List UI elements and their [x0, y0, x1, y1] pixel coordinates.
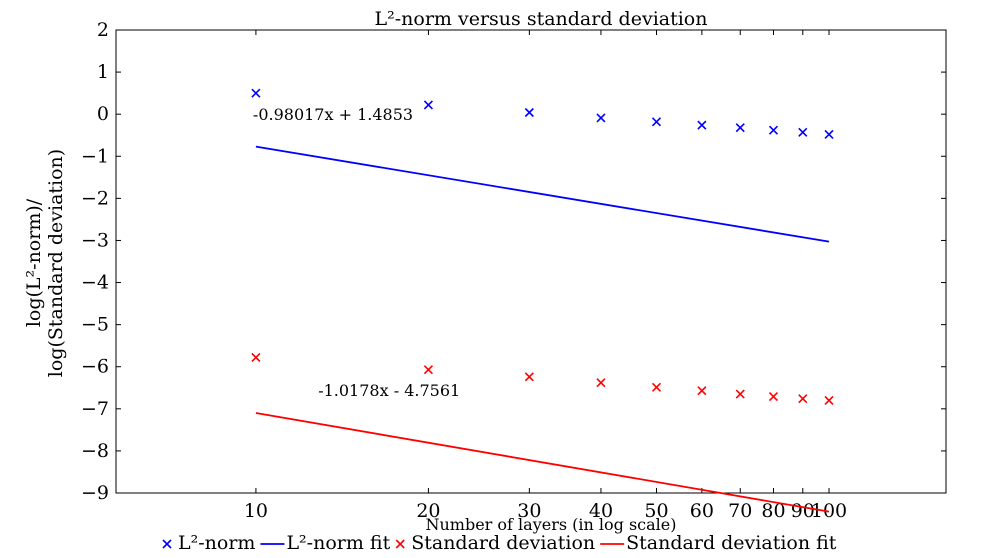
data-point: [798, 127, 808, 137]
data-point: [423, 100, 433, 110]
y-axis-label-line-2: log(Standard deviation): [45, 149, 67, 377]
data-point: [735, 389, 745, 399]
legend: L²-norm L²-norm fit Standard deviation Stan…: [162, 532, 837, 554]
data-point: [697, 386, 707, 396]
data-point: [651, 382, 662, 392]
x-tick-label: 50: [644, 500, 668, 522]
y-tick-label: 2: [97, 19, 109, 41]
y-tick-label: −1: [81, 145, 109, 167]
legend-entry-label: Standard deviation: [411, 532, 595, 554]
y-tick-label: −7: [81, 398, 109, 420]
legend-entry-label: Standard deviation fit: [626, 532, 837, 554]
x-tick-label: 10: [244, 500, 268, 522]
data-point: [524, 107, 534, 118]
chart-title: L²-norm versus standard deviation: [375, 8, 708, 30]
data-point: [697, 120, 707, 130]
fit-equation: -1.0178x - 4.7561: [318, 381, 460, 400]
y-tick-label: −4: [81, 272, 109, 294]
data-point: [251, 352, 261, 363]
legend-marker: [162, 539, 172, 549]
legend-marker: [395, 539, 405, 549]
data-point: [768, 392, 779, 402]
plot-area: 210−1−2−3−4−5−6−7−8−910 20 30 40 50 60 70 80 901…: [81, 19, 947, 522]
x-tick-label: 70: [728, 500, 752, 522]
y-tick-label: −5: [81, 314, 109, 336]
fit-line: [255, 145, 830, 243]
y-tick-label: −6: [81, 356, 109, 378]
y-tick-label: −3: [81, 229, 109, 251]
fit-line: [255, 412, 830, 513]
data-point: [768, 125, 779, 135]
y-tick-label: −2: [81, 187, 109, 209]
data-point: [798, 394, 808, 404]
legend-entry-label: L²-norm: [178, 532, 255, 554]
y-tick-label: −8: [81, 440, 109, 462]
plot-frame: [115, 29, 947, 494]
x-tick-label: 20: [416, 500, 440, 522]
data-point: [735, 123, 745, 133]
x-tick-label: 60: [690, 500, 714, 522]
x-tick-label: 80: [761, 500, 785, 522]
data-point: [524, 372, 534, 382]
y-tick-label: 0: [97, 103, 109, 125]
data-point: [423, 365, 433, 375]
fit-equation: -0.98017x + 1.4853: [253, 105, 413, 124]
x-tick-label: 40: [589, 500, 613, 522]
y-axis-label-line-1: log(L²-norm)/: [23, 198, 45, 327]
x-axis-label: Number of layers (in log scale): [425, 515, 676, 534]
data-point: [596, 113, 606, 123]
data-point: [596, 378, 606, 388]
data-point: [251, 88, 261, 98]
data-point: [824, 129, 834, 139]
data-point: [651, 117, 662, 127]
legend-entry-label: L²-norm fit: [286, 532, 390, 554]
y-tick-label: 1: [97, 61, 109, 83]
data-point: [824, 395, 834, 405]
x-tick-label: 30: [517, 500, 541, 522]
y-tick-label: −9: [81, 482, 109, 504]
